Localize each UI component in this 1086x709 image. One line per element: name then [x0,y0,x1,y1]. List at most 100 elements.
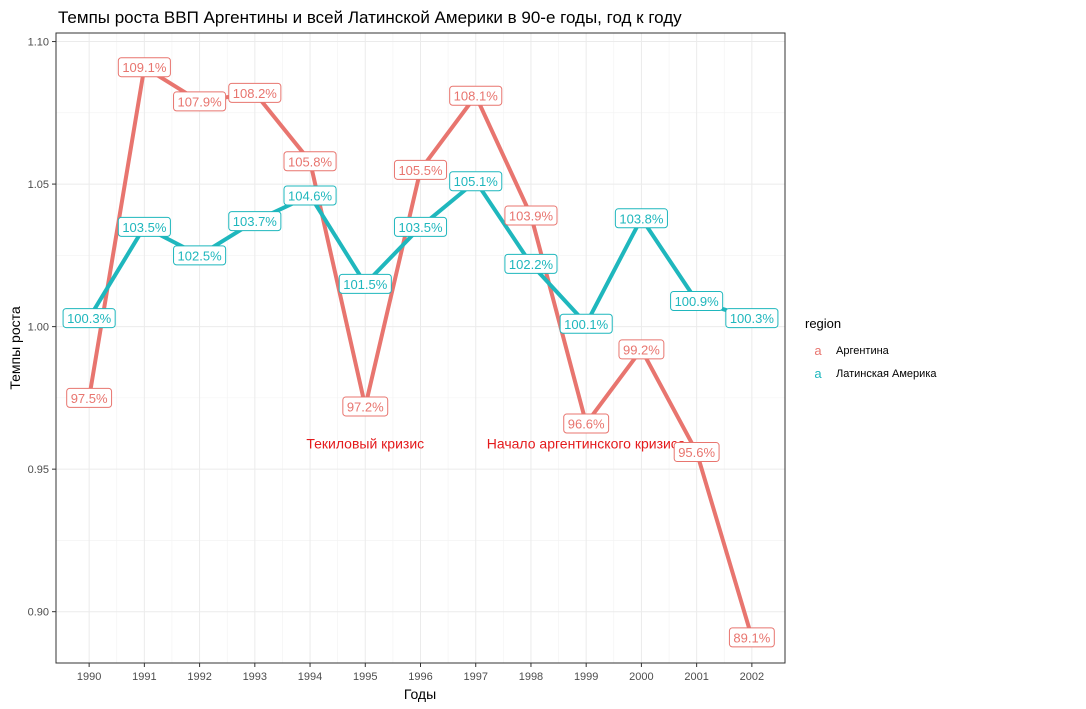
legend-item-label: Аргентина [836,345,890,357]
legend-title: region [805,316,841,331]
data-label: 103.8% [614,208,668,229]
data-label-text: 97.5% [71,391,108,406]
data-label-box [618,339,665,360]
data-label-text: 99.2% [623,342,660,357]
data-label: 108.1% [449,85,503,106]
point-labels: 97.5% 109.1% 107.9% 108.2% 105.8% 97.2% 105.5%… [62,57,779,648]
data-label: 105.1% [449,171,503,192]
y-axis-title: Темпы роста [7,306,23,390]
data-label-box [614,208,668,229]
data-label-box [228,211,282,232]
x-tick-label: 1994 [298,671,322,683]
data-label: 101.5% [338,273,392,294]
data-label-box [338,273,392,294]
data-label-box [504,253,558,274]
data-label-box [393,159,448,180]
annotation-label: Текиловый кризис [306,435,424,451]
y-tick-label: 1.10 [28,37,49,49]
x-tick-label: 2002 [740,671,764,683]
data-label-box [228,82,282,103]
data-label: 107.9% [173,91,227,112]
data-label-box [449,171,503,192]
y-tick-label: 0.90 [28,607,49,619]
data-label-text: 95.6% [678,445,715,460]
data-label-text: 100.3% [730,311,775,326]
data-label-box [66,387,113,408]
y-tick-label: 0.95 [28,464,49,476]
data-label-box [283,151,337,172]
data-label-text: 103.7% [233,214,278,229]
legend-key: a [814,343,822,358]
data-label-text: 103.5% [122,220,167,235]
y-tick-label: 1.05 [28,179,49,191]
data-label-text: 109.1% [122,60,167,75]
legend-key: a [814,366,822,381]
data-label: 100.3% [62,308,116,329]
x-tick-label: 1990 [77,671,101,683]
data-label-box [673,442,720,463]
data-label-box [117,57,171,78]
data-label-text: 100.9% [675,294,720,309]
annotation-label: Начало аргентинского кризиса [487,435,686,451]
x-axis: 1990 1991 1992 1993 1994 1995 1996 1997 1998 1999… [77,663,764,683]
data-label: 97.2% [342,396,389,417]
data-label: 99.2% [618,339,665,360]
x-axis-title: Годы [404,686,436,702]
data-label-box [559,313,613,334]
data-label-text: 102.5% [178,248,223,263]
x-tick-label: 1996 [408,671,432,683]
chart-title: Темпы роста ВВП Аргентины и всей Латинск… [58,8,682,27]
data-label: 95.6% [673,442,720,463]
data-label-box [670,290,724,311]
data-label: 102.2% [504,253,558,274]
data-label: 89.1% [728,627,775,648]
data-label-text: 105.5% [398,163,443,178]
x-tick-label: 2001 [684,671,708,683]
data-label-text: 103.8% [619,211,664,226]
data-label: 100.9% [670,290,724,311]
data-label-text: 108.1% [454,89,499,104]
data-label-text: 101.5% [343,277,388,292]
minor-gridlines [56,33,785,663]
annotations: Текиловый кризис Начало аргентинского кри… [306,435,685,451]
data-label: 103.9% [504,205,558,226]
data-label-text: 107.9% [178,94,223,109]
x-tick-label: 1999 [574,671,598,683]
data-label: 104.6% [283,185,337,206]
data-label-box [173,245,227,266]
data-label: 97.5% [66,387,113,408]
data-label: 103.7% [228,211,282,232]
data-label: 109.1% [117,57,171,78]
data-label-box [283,185,337,206]
major-gridlines [56,33,785,663]
legend-item-label: Латинская Америка [836,368,937,380]
data-label-text: 102.2% [509,257,554,272]
x-tick-label: 1993 [243,671,267,683]
x-tick-label: 1998 [519,671,543,683]
data-label-box [173,91,227,112]
x-tick-label: 1991 [132,671,156,683]
legend: region a Аргентина a Латинская Америка [805,316,937,381]
data-label-text: 100.1% [564,317,609,332]
x-tick-label: 1992 [187,671,211,683]
data-label-box [563,413,610,434]
x-tick-label: 1995 [353,671,377,683]
data-label: 105.8% [283,151,337,172]
data-label-text: 105.8% [288,154,333,169]
data-label-text: 89.1% [733,630,770,645]
data-label-box [504,205,558,226]
data-label-text: 105.1% [454,174,499,189]
data-label: 105.5% [393,159,448,180]
data-label-text: 103.9% [509,208,554,223]
data-label-box [728,627,775,648]
data-label: 100.3% [725,308,779,329]
data-label: 103.5% [117,216,171,237]
data-label-box [62,308,116,329]
data-label-text: 100.3% [67,311,112,326]
data-label-text: 96.6% [568,417,605,432]
data-label-text: 108.2% [233,86,278,101]
data-label-box [342,396,389,417]
data-label: 108.2% [228,82,282,103]
x-tick-label: 2000 [629,671,653,683]
